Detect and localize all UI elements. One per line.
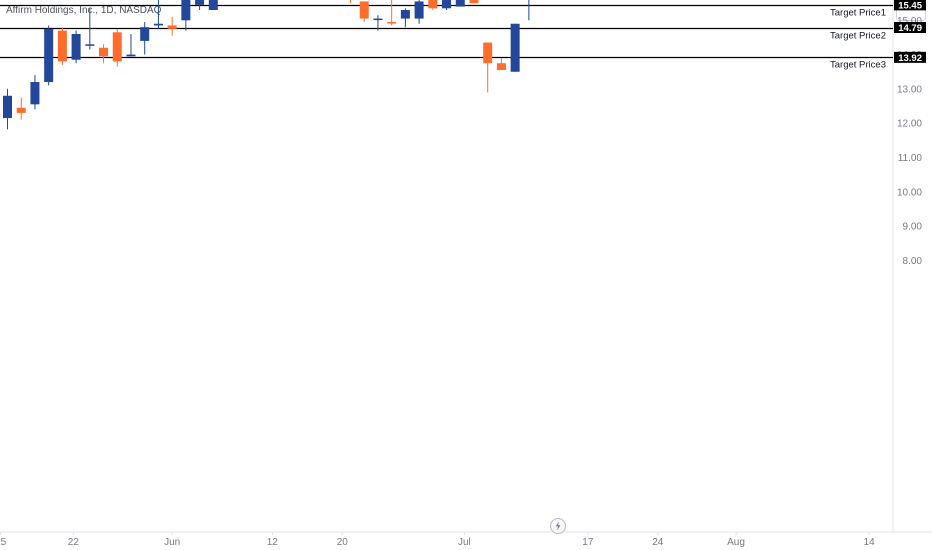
candle-body [71, 34, 81, 60]
candle-body [414, 1, 424, 19]
candle-body [85, 44, 95, 46]
candle-body [428, 0, 438, 9]
candle-body [208, 0, 218, 11]
x-tick-label: 20 [337, 537, 349, 548]
price-badge-text: 15.45 [898, 0, 922, 11]
candle-body [510, 23, 520, 72]
x-tick-label: Jul [458, 537, 471, 548]
candle-body [126, 54, 136, 57]
candle-body [16, 107, 26, 113]
candle-body [469, 0, 479, 4]
candle-body [167, 25, 177, 29]
candle-body [3, 95, 12, 119]
candle-body [442, 0, 452, 9]
candle-body [57, 30, 67, 62]
lightning-icon[interactable] [550, 518, 566, 534]
x-tick-label: 24 [652, 537, 664, 548]
x-tick-label: 12 [267, 537, 279, 548]
price-badge [894, 51, 926, 63]
x-tick-label: 15 [0, 537, 7, 548]
price-badge [894, 0, 926, 11]
y-tick-label: 13.00 [897, 84, 922, 95]
candle-body [195, 0, 205, 5]
candle-body [455, 0, 465, 7]
x-tick-label: 14 [864, 537, 876, 548]
y-tick-label: 9.00 [903, 222, 923, 233]
y-tick-label: 11.00 [898, 153, 923, 164]
price-badge [894, 22, 926, 34]
candle-body [140, 27, 150, 41]
candle-body [30, 82, 40, 105]
candle-body [153, 23, 163, 26]
level-label: Target Price3 [830, 60, 886, 71]
candle-body [112, 32, 122, 62]
price-badge-text: 14.79 [898, 23, 922, 34]
x-tick-label: 17 [582, 537, 594, 548]
y-tick-label: 8.00 [903, 256, 923, 267]
candle-body [400, 10, 410, 19]
candle-body [44, 28, 54, 83]
candle-body [181, 0, 191, 21]
candle-body [387, 22, 397, 24]
x-tick-label: 22 [68, 537, 80, 548]
level-label: Target Price1 [830, 8, 886, 19]
chart-title: Affirm Holdings, Inc., 1D, NASDAQ [6, 5, 162, 16]
x-tick-label: Jun [164, 537, 180, 548]
y-tick-label: 15.00 [897, 16, 922, 27]
level-label: Target Price2 [830, 31, 886, 42]
candle-body [496, 63, 506, 71]
x-tick-label: Aug [727, 537, 745, 548]
candle-body [483, 42, 493, 64]
candle-body [373, 18, 383, 21]
candle-body [359, 1, 369, 19]
candle-body [99, 47, 109, 57]
y-tick-label: 10.00 [897, 187, 922, 198]
y-tick-label: 12.00 [897, 119, 922, 130]
price-badge-text: 13.92 [898, 53, 922, 64]
